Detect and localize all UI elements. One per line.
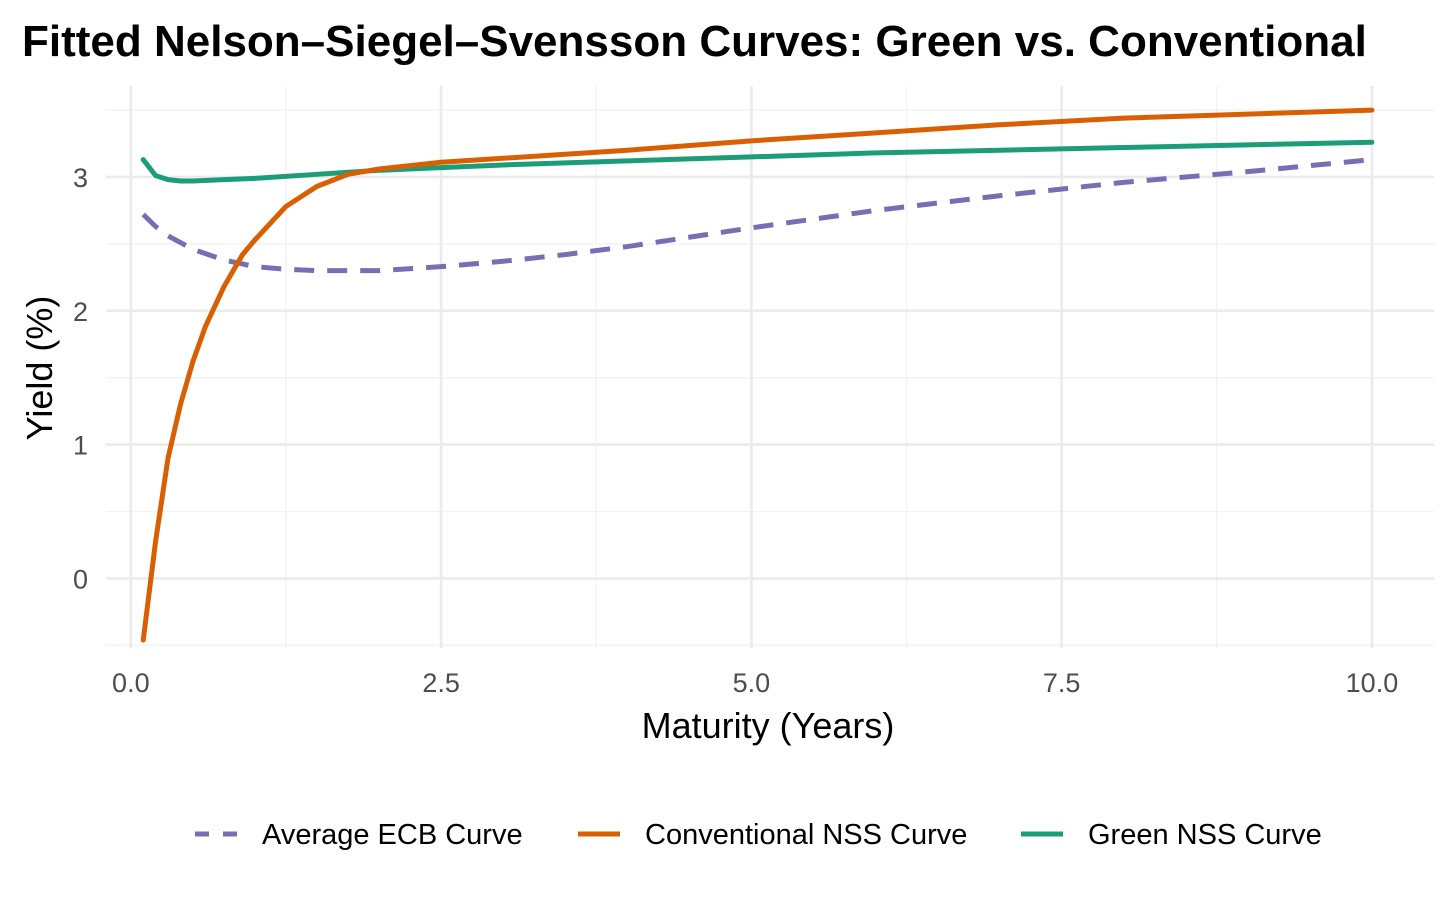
y-tick-label: 0 xyxy=(73,564,88,594)
x-tick-label: 7.5 xyxy=(1043,668,1081,698)
series-lines xyxy=(140,107,1375,643)
x-tick-label: 0.0 xyxy=(112,668,150,698)
series-line-conventional-nss-curve xyxy=(140,107,1375,643)
chart-title: Fitted Nelson–Siegel–Svensson Curves: Gr… xyxy=(22,17,1367,66)
legend-label: Average ECB Curve xyxy=(262,819,523,851)
grid xyxy=(106,86,1434,648)
legend-label: Conventional NSS Curve xyxy=(645,819,967,851)
x-tick-label: 10.0 xyxy=(1346,668,1399,698)
legend-label: Green NSS Curve xyxy=(1088,819,1322,851)
y-tick-label: 1 xyxy=(73,431,88,461)
y-tick-label: 2 xyxy=(73,297,88,327)
legend: Average ECB Curve Conventional NSS Curve G… xyxy=(195,819,1322,851)
y-axis-title: Yield (%) xyxy=(19,296,60,441)
x-axis-title: Maturity (Years) xyxy=(642,705,895,746)
series-line-average-ecb-curve xyxy=(141,157,1373,274)
x-tick-label: 5.0 xyxy=(733,668,771,698)
x-tick-label: 2.5 xyxy=(422,668,460,698)
y-tick-label: 3 xyxy=(73,163,88,193)
y-axis-ticks: 0 1 2 3 xyxy=(73,163,88,594)
x-axis-ticks: 0.0 2.5 5.0 7.5 10.0 xyxy=(112,668,1398,698)
